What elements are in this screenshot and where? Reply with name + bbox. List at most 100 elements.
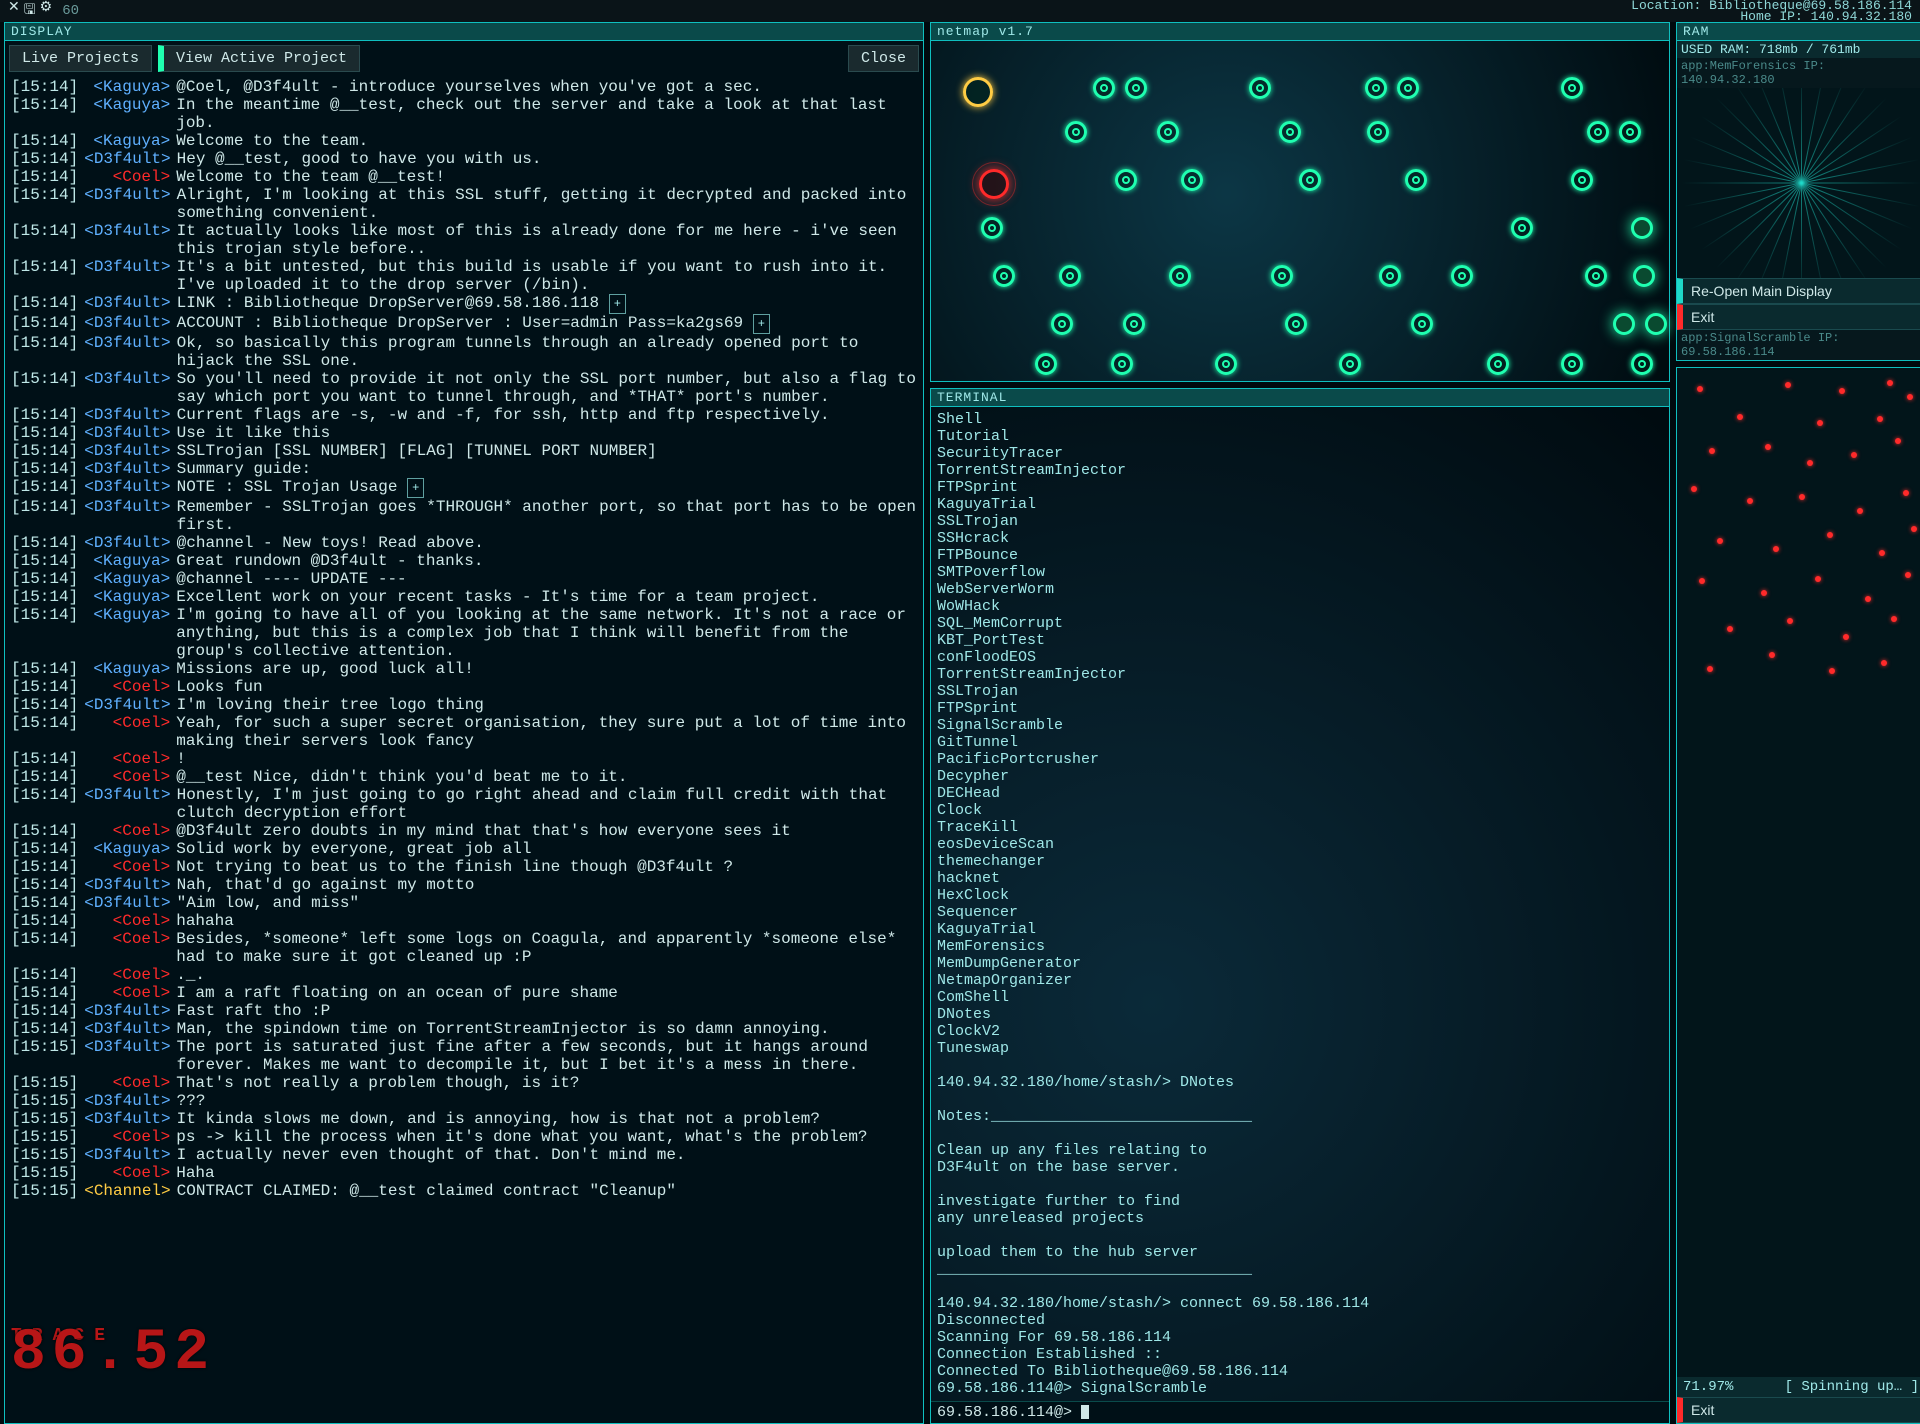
exe-item: NetmapOrganizer [937,972,1663,989]
netmap-node[interactable] [1379,265,1401,287]
add-tag[interactable]: + [609,294,626,314]
irc-line: [15:15]<Channel>CONTRACT CLAIMED: @__tes… [11,1182,917,1200]
timestamp: [15:14] [11,570,78,588]
netmap-node[interactable] [1365,77,1387,99]
netmap-node[interactable] [1613,313,1635,335]
exe-item: eosDeviceScan [937,836,1663,853]
netmap-node[interactable] [1125,77,1147,99]
netmap-node[interactable] [1123,313,1145,335]
netmap-node[interactable] [1561,77,1583,99]
netmap-node[interactable] [1587,121,1609,143]
message: @Coel, @D3f4ult - introduce yourselves w… [176,78,917,96]
exe-item: KaguyaTrial [937,496,1663,513]
message: Use it like this [177,424,917,442]
netmap-node[interactable] [1035,353,1057,375]
irc-line: [15:14]<D3f4ult>@channel - New toys! Rea… [11,534,917,552]
netmap-node[interactable] [1619,121,1641,143]
netmap-node[interactable] [1093,77,1115,99]
netmap-node[interactable] [1585,265,1607,287]
timestamp: [15:14] [11,930,78,966]
netmap-node[interactable] [1115,169,1137,191]
save-icon[interactable]: 🖫 [24,0,36,23]
close-button[interactable]: Close [848,45,919,72]
scatter-dot [1699,578,1705,584]
netmap-node[interactable] [1339,353,1361,375]
timestamp: [15:15] [11,1164,78,1182]
netmap-node[interactable] [1111,353,1133,375]
gear-icon[interactable]: ⚙ [40,0,53,23]
nick: <Coel> [84,966,170,984]
netmap-node[interactable] [963,77,993,107]
trace-label: TRACE : [11,1327,215,1345]
irc-line: [15:14]<D3f4ult>Man, the spindown time o… [11,1020,917,1038]
irc-line: [15:14]<Coel>Not trying to beat us to th… [11,858,917,876]
netmap-canvas[interactable] [931,41,1669,381]
add-tag[interactable]: + [407,478,424,498]
live-projects-button[interactable]: Live Projects [9,45,152,72]
netmap-node[interactable] [981,217,1003,239]
timestamp: [15:14] [11,876,78,894]
timestamp: [15:14] [11,132,78,150]
irc-line: [15:14]<Kaguya>@Coel, @D3f4ult - introdu… [11,78,917,96]
nick: <D3f4ult> [84,406,170,424]
ray [1801,88,1848,183]
x-icon[interactable]: ✕ [8,0,20,23]
netmap-node[interactable] [1065,121,1087,143]
netmap-node[interactable] [1397,77,1419,99]
netmap-node[interactable] [1571,169,1593,191]
nick: <D3f4ult> [84,222,170,258]
netmap-node[interactable] [1279,121,1301,143]
netmap-panel: netmap v1.7 [930,22,1670,382]
netmap-node[interactable] [1051,313,1073,335]
scatter-dot [1829,668,1835,674]
netmap-node[interactable] [1169,265,1191,287]
netmap-node[interactable] [1271,265,1293,287]
trace-overlay: TRACE : 86.52 [11,1327,215,1363]
message: LINK : Bibliotheque DropServer@69.58.186… [177,294,917,314]
netmap-node[interactable] [993,265,1015,287]
netmap-node[interactable] [1215,353,1237,375]
ram-exit-button[interactable]: Exit [1677,304,1920,330]
timestamp: [15:14] [11,370,78,406]
netmap-node[interactable] [1181,169,1203,191]
message: It's a bit untested, but this build is u… [177,258,917,294]
netmap-node[interactable] [1405,169,1427,191]
scatter-dot [1907,394,1913,400]
nick: <Coel> [84,930,170,966]
scatter-dot [1895,438,1901,444]
netmap-node[interactable] [1451,265,1473,287]
netmap-node[interactable] [1157,121,1179,143]
terminal-prompt[interactable]: 69.58.186.114@> [931,1401,1669,1423]
timestamp: [15:15] [11,1092,78,1110]
irc-line: [15:14]<Coel>Looks fun [11,678,917,696]
netmap-node[interactable] [1411,313,1433,335]
timestamp: [15:14] [11,840,78,858]
message: ._. [176,966,917,984]
netmap-node[interactable] [1487,353,1509,375]
scatter-dot [1787,618,1793,624]
nick: <D3f4ult> [84,424,170,442]
netmap-node[interactable] [1285,313,1307,335]
netmap-node[interactable] [1059,265,1081,287]
irc-line: [15:14]<D3f4ult>Fast raft tho :P [11,1002,917,1020]
exe-item: FTPSprint [937,479,1663,496]
netmap-node[interactable] [1511,217,1533,239]
reopen-display-button[interactable]: Re-Open Main Display [1677,278,1920,304]
netmap-node[interactable] [1631,353,1653,375]
message: @channel ---- UPDATE --- [176,570,917,588]
message: CONTRACT CLAIMED: @__test claimed contra… [177,1182,917,1200]
netmap-node[interactable] [1645,313,1667,335]
view-active-project-button[interactable]: View Active Project [158,45,360,72]
timestamp: [15:14] [11,768,78,786]
netmap-node[interactable] [1249,77,1271,99]
nick: <Coel> [84,678,170,696]
netmap-node[interactable] [1561,353,1583,375]
exe-item: HexClock [937,887,1663,904]
netmap-node[interactable] [979,169,1009,199]
add-tag[interactable]: + [753,314,770,334]
scatter-exit-button[interactable]: Exit [1677,1397,1920,1423]
netmap-node[interactable] [1299,169,1321,191]
netmap-node[interactable] [1367,121,1389,143]
netmap-node[interactable] [1631,217,1653,239]
netmap-node[interactable] [1633,265,1655,287]
